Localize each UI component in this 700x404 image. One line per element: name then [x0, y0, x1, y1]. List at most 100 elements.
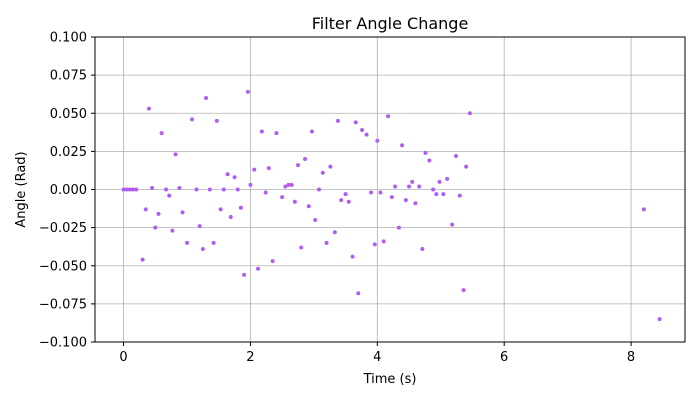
data-point — [328, 164, 333, 169]
data-point — [445, 176, 450, 181]
data-point — [343, 192, 348, 197]
data-point — [657, 317, 662, 322]
data-point — [177, 185, 182, 190]
data-point — [143, 207, 148, 212]
data-point — [457, 193, 462, 198]
data-point — [252, 167, 257, 172]
data-point — [372, 242, 377, 247]
data-point — [434, 192, 439, 197]
data-point — [173, 152, 178, 157]
data-point — [393, 184, 398, 189]
data-point — [124, 187, 129, 192]
data-point — [266, 166, 271, 171]
data-point — [140, 257, 145, 262]
data-point — [274, 131, 279, 136]
y-tick-label: −0.075 — [39, 297, 87, 312]
data-point — [180, 210, 185, 215]
data-point — [364, 132, 369, 137]
data-point — [368, 190, 373, 195]
data-point — [420, 246, 425, 251]
data-point — [211, 240, 216, 245]
x-tick-label: 8 — [627, 350, 635, 365]
data-point — [299, 245, 304, 250]
data-point — [407, 184, 412, 189]
data-point — [221, 187, 226, 192]
data-point — [194, 187, 199, 192]
data-point — [134, 187, 139, 192]
data-point — [403, 198, 408, 203]
data-point — [127, 187, 132, 192]
data-points — [121, 89, 662, 322]
data-point — [270, 259, 275, 264]
data-point — [184, 240, 189, 245]
data-point — [356, 291, 361, 296]
data-point — [286, 182, 291, 187]
y-axis-label: Angle (Rad) — [14, 151, 29, 227]
data-point — [263, 190, 268, 195]
data-point — [146, 106, 151, 111]
data-point — [320, 170, 325, 175]
y-tick-label: 0.050 — [50, 107, 87, 122]
data-point — [437, 179, 442, 184]
chart-title: Filter Angle Change — [312, 14, 469, 33]
data-point — [164, 187, 169, 192]
data-point — [232, 175, 237, 180]
data-point — [335, 118, 340, 123]
data-point — [431, 187, 436, 192]
data-point — [386, 114, 391, 119]
x-tick-label: 6 — [500, 350, 508, 365]
data-point — [121, 187, 126, 192]
data-point — [228, 214, 233, 219]
data-point — [389, 195, 394, 200]
data-point — [197, 224, 202, 229]
data-point — [396, 225, 401, 230]
y-tick-label: 0.100 — [50, 31, 87, 46]
data-point — [218, 207, 223, 212]
data-point — [256, 266, 261, 271]
data-point — [259, 129, 264, 134]
data-point — [238, 205, 243, 210]
data-point — [350, 254, 355, 259]
data-point — [346, 199, 351, 204]
data-point — [170, 228, 175, 233]
y-tick-label: −0.100 — [39, 336, 87, 351]
data-point — [306, 204, 311, 209]
data-point — [200, 246, 205, 251]
data-point — [283, 184, 288, 189]
data-point — [248, 182, 253, 187]
data-point — [324, 240, 329, 245]
data-point — [464, 164, 469, 169]
y-tick-label: 0.075 — [50, 69, 87, 84]
data-point — [450, 222, 455, 227]
y-tick-label: 0.000 — [50, 183, 87, 198]
data-point — [381, 239, 386, 244]
data-point — [280, 195, 285, 200]
data-point — [292, 199, 297, 204]
data-point — [467, 111, 472, 116]
x-axis-label: Time (s) — [363, 372, 417, 387]
data-point — [316, 187, 321, 192]
data-point — [339, 198, 344, 203]
data-point — [417, 184, 422, 189]
data-point — [207, 187, 212, 192]
data-point — [296, 163, 301, 168]
data-point — [302, 157, 307, 161]
data-point — [375, 138, 380, 143]
data-point — [313, 218, 318, 222]
data-point — [461, 288, 466, 293]
x-tick-label: 2 — [246, 350, 254, 365]
data-point — [378, 190, 383, 195]
data-point — [190, 117, 195, 122]
data-point — [225, 172, 230, 177]
data-point — [441, 192, 446, 197]
data-point — [204, 96, 209, 100]
data-point — [427, 158, 432, 163]
data-point — [214, 118, 219, 123]
data-point — [289, 182, 294, 187]
data-point — [242, 272, 247, 277]
data-point — [159, 131, 164, 136]
data-point — [641, 207, 646, 212]
axis-ticks: 0 2 4 6 8 −0.100 −0.075 −0.050 −0.025 0.000 0.025 0… — [39, 31, 635, 366]
data-point — [453, 153, 458, 158]
